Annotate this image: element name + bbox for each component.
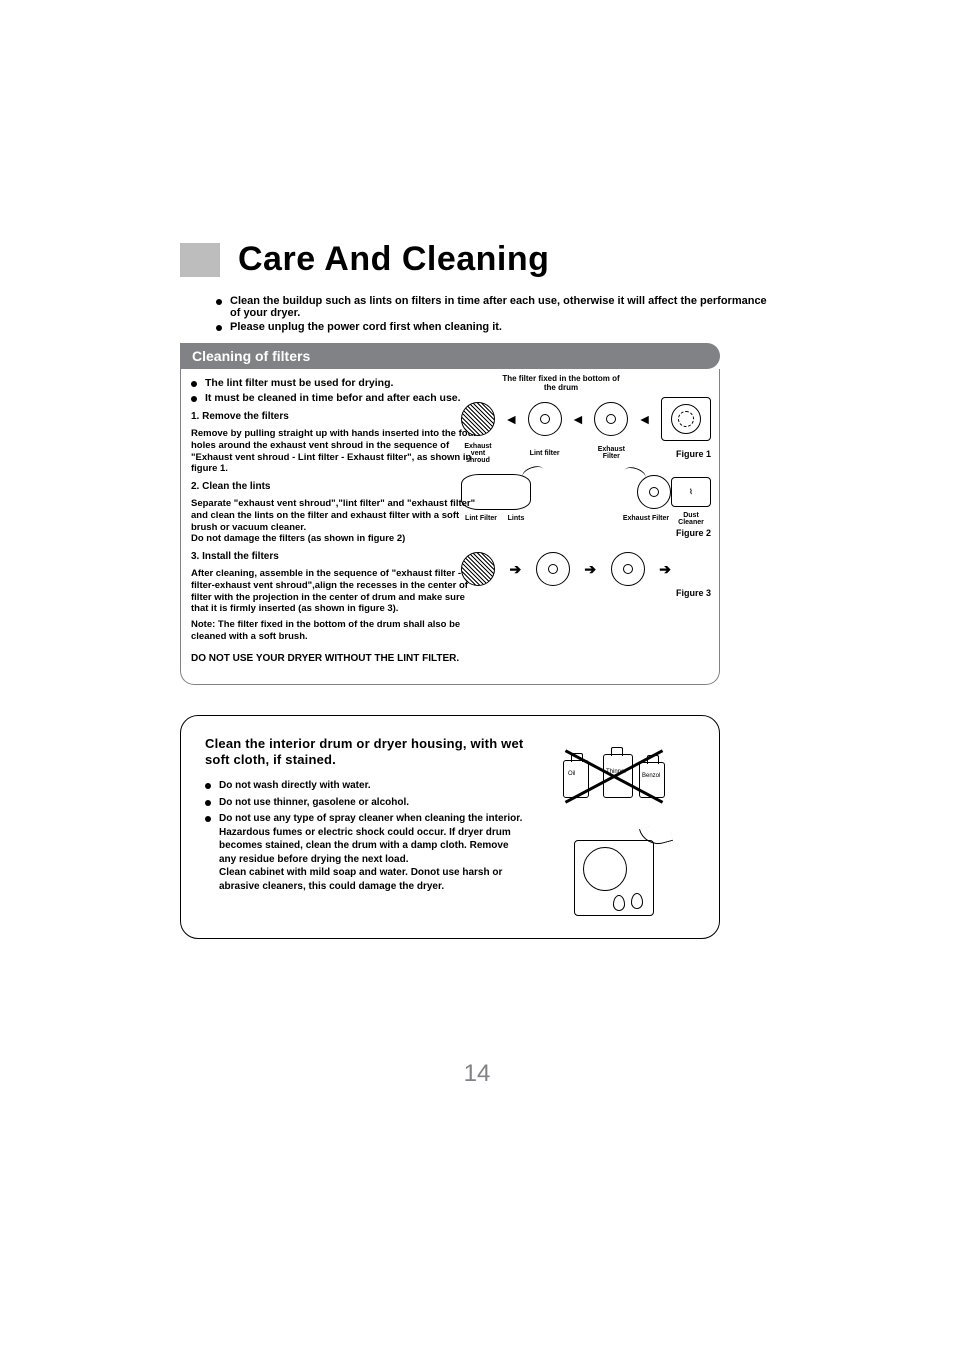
figure-2-row: ⌇ <box>461 474 711 510</box>
intro-text: Clean the buildup such as lints on filte… <box>230 295 780 319</box>
arrow-left-icon: ◄ <box>504 412 518 426</box>
sub-text: It must be cleaned in time befor and aft… <box>205 392 461 405</box>
exhaust-filter-brush-icon <box>637 475 671 509</box>
figure-1-caption: Figure 1 <box>661 449 711 459</box>
lint-filter-brush-icon <box>461 474 531 510</box>
figure-3-row: ➔ ➔ ➔ <box>461 552 671 586</box>
fig-label: Dust Cleaner <box>671 512 711 526</box>
title-row: Care And Cleaning <box>180 240 780 279</box>
bullet-icon <box>216 325 222 331</box>
lower-item: Do not use thinner, gasolene or alcohol. <box>205 796 525 810</box>
lower-item-text: Do not use any type of spray cleaner whe… <box>219 812 525 893</box>
exhaust-filter-icon <box>594 402 628 436</box>
step3-heading: 3. Install the filters <box>191 551 481 564</box>
cleaning-drum-heading: Clean the interior drum or dryer housing… <box>205 736 525 770</box>
dust-cleaner-icon: ⌇ <box>671 477 711 507</box>
lint-filter-icon <box>536 552 570 586</box>
bullet-icon <box>191 396 197 402</box>
filter-instructions: The lint filter must be used for drying.… <box>191 377 481 666</box>
no-chemicals-icon: Oil Thinner Benzol <box>559 740 669 810</box>
bullet-icon <box>205 783 211 789</box>
fig-top-label: The filter fixed in the bottom of the dr… <box>501 375 621 393</box>
filter-warning: DO NOT USE YOUR DRYER WITHOUT THE LINT F… <box>191 653 481 666</box>
intro-item: Clean the buildup such as lints on filte… <box>216 295 780 319</box>
page-content: Care And Cleaning Clean the buildup such… <box>180 240 780 939</box>
bullet-icon <box>205 800 211 806</box>
arrow-left-icon: ◄ <box>638 412 652 426</box>
filter-section: The lint filter must be used for drying.… <box>180 369 720 685</box>
title-accent-block <box>180 243 220 277</box>
fig-label: Exhaust vent shroud <box>461 443 495 464</box>
cross-out-icon <box>559 740 669 810</box>
exhaust-vent-shroud-icon <box>461 552 495 586</box>
figure-1-row: ◄ ◄ ◄ <box>461 397 711 441</box>
figure-1-labels: Exhaust vent shroud Lint filter Exhaust … <box>461 443 711 464</box>
bullet-icon <box>191 381 197 387</box>
fig-label: Exhaust Filter <box>594 446 628 460</box>
step1-body: Remove by pulling straight up with hands… <box>191 428 481 476</box>
sub-bullet: It must be cleaned in time befor and aft… <box>191 392 481 405</box>
intro-item: Please unplug the power cord first when … <box>216 321 780 333</box>
intro-list: Clean the buildup such as lints on filte… <box>216 295 780 333</box>
lint-filter-icon <box>528 402 562 436</box>
section-header: Cleaning of filters <box>180 343 720 369</box>
fig-label: Exhaust Filter <box>621 515 671 522</box>
fig-label: Lint filter <box>528 450 562 457</box>
exhaust-filter-icon <box>611 552 645 586</box>
wipe-door-icon <box>574 840 654 916</box>
bullet-icon <box>216 299 222 305</box>
arrow-right-icon: ➔ <box>659 562 671 576</box>
arrow-right-icon: ➔ <box>510 562 522 576</box>
arrow-left-icon: ◄ <box>571 412 585 426</box>
sub-text: The lint filter must be used for drying. <box>205 377 393 390</box>
page-title: Care And Cleaning <box>238 240 549 279</box>
figure-area: The filter fixed in the bottom of the dr… <box>461 375 711 598</box>
exhaust-vent-shroud-icon <box>461 402 495 436</box>
figure-2-labels: Lint Filter Lints Exhaust Filter Dust Cl… <box>461 512 711 526</box>
filter-note: Note: The filter fixed in the bottom of … <box>191 619 481 643</box>
fig-label: Lint Filter <box>461 515 501 522</box>
lower-item-text: Do not use thinner, gasolene or alcohol. <box>219 796 525 810</box>
cleaning-drum-text: Clean the interior drum or dryer housing… <box>205 736 525 916</box>
figure-2-caption: Figure 2 <box>461 528 711 538</box>
lower-item: Do not wash directly with water. <box>205 779 525 793</box>
page-number: 14 <box>0 1060 954 1088</box>
intro-text: Please unplug the power cord first when … <box>230 321 502 333</box>
arrow-right-icon: ➔ <box>584 562 596 576</box>
step2-heading: 2. Clean the lints <box>191 481 481 494</box>
fig-label: Lints <box>501 515 531 522</box>
lower-item-text: Do not wash directly with water. <box>219 779 525 793</box>
step1-heading: 1. Remove the filters <box>191 411 481 424</box>
cleaning-drum-section: Clean the interior drum or dryer housing… <box>180 715 720 939</box>
dryer-icon <box>661 397 711 441</box>
step3-body: After cleaning, assemble in the sequence… <box>191 568 481 616</box>
sub-bullet: The lint filter must be used for drying. <box>191 377 481 390</box>
step2-body: Separate "exhaust vent shroud","lint fil… <box>191 498 481 546</box>
cleaning-drum-figures: Oil Thinner Benzol <box>525 736 703 916</box>
figure-3-caption: Figure 3 <box>461 588 711 598</box>
lower-item: Do not use any type of spray cleaner whe… <box>205 812 525 893</box>
bullet-icon <box>205 816 211 822</box>
